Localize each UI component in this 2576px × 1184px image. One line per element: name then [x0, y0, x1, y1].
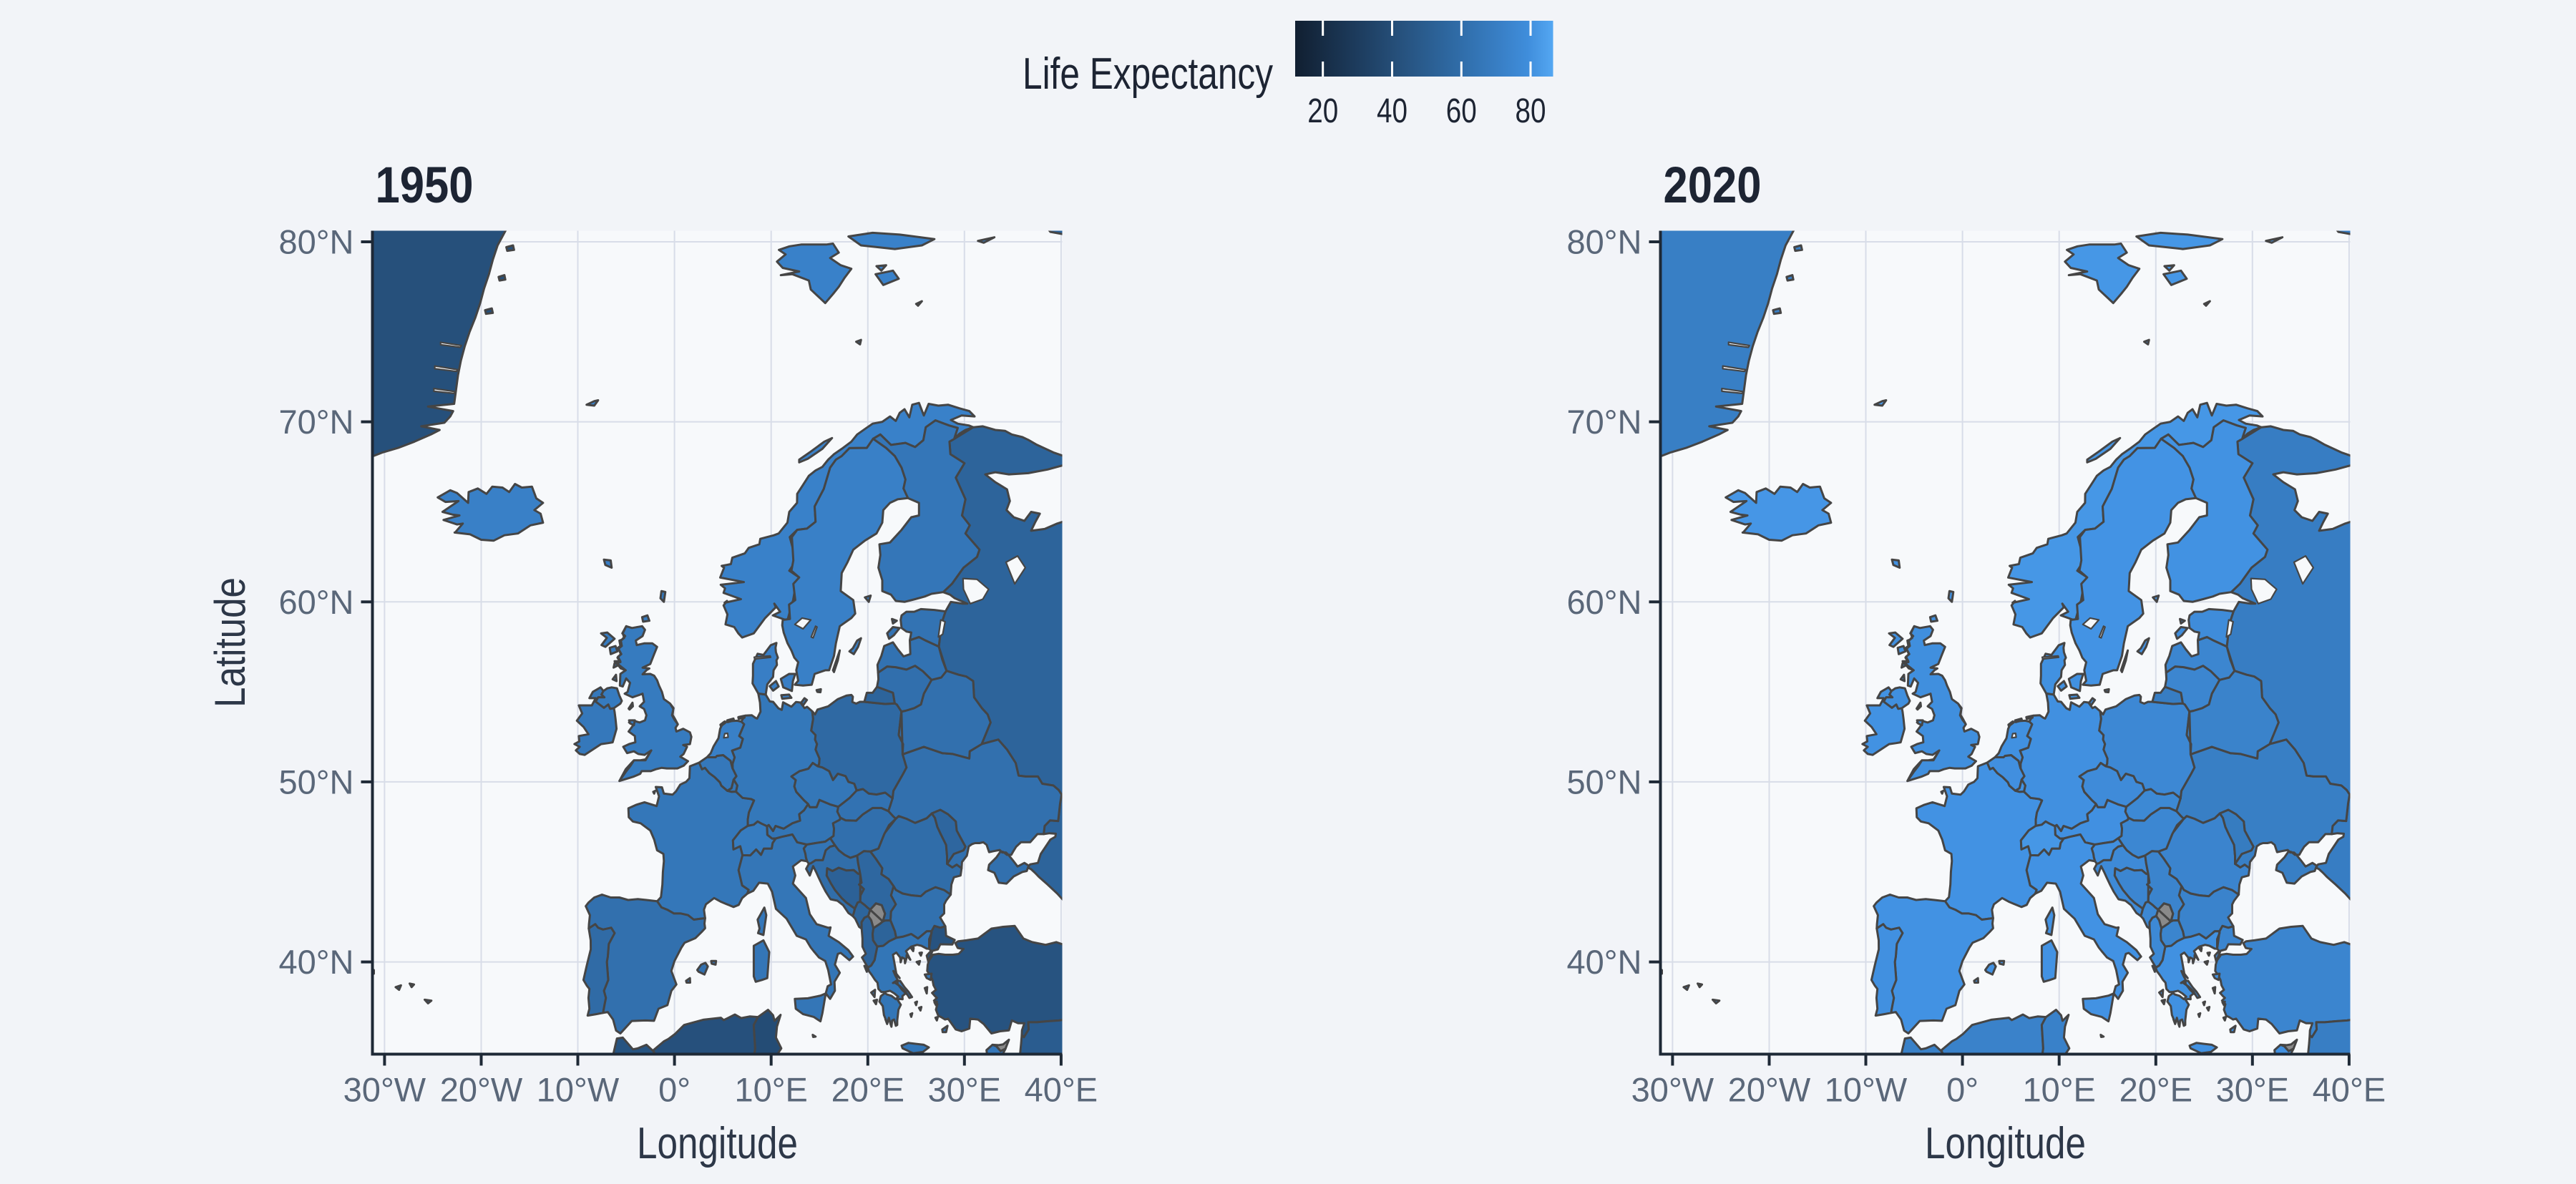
svg-text:30°W: 30°W	[1631, 1071, 1714, 1109]
svg-text:30°E: 30°E	[2216, 1071, 2289, 1109]
svg-text:20°E: 20°E	[831, 1071, 904, 1109]
svg-text:10°E: 10°E	[2022, 1071, 2095, 1109]
svg-text:60°N: 60°N	[278, 583, 353, 621]
svg-text:0°: 0°	[1946, 1071, 1979, 1109]
svg-text:0°: 0°	[658, 1071, 691, 1109]
svg-text:40°N: 40°N	[1566, 943, 1641, 981]
svg-text:80°N: 80°N	[278, 223, 353, 261]
svg-text:10°E: 10°E	[734, 1071, 807, 1109]
svg-text:20°E: 20°E	[2119, 1071, 2192, 1109]
svg-text:40°E: 40°E	[1025, 1071, 1098, 1109]
svg-text:Longitude: Longitude	[1925, 1119, 2086, 1168]
svg-text:80°N: 80°N	[1566, 223, 1641, 261]
svg-text:40°E: 40°E	[2313, 1071, 2386, 1109]
svg-text:50°N: 50°N	[1566, 763, 1641, 801]
svg-text:10°W: 10°W	[1825, 1071, 1908, 1109]
svg-text:2020: 2020	[1664, 157, 1762, 214]
svg-text:Latitude: Latitude	[206, 577, 254, 708]
svg-text:80: 80	[1516, 92, 1546, 130]
svg-text:70°N: 70°N	[1566, 403, 1641, 441]
svg-text:10°W: 10°W	[537, 1071, 620, 1109]
svg-text:70°N: 70°N	[278, 403, 353, 441]
svg-text:60: 60	[1446, 92, 1477, 130]
svg-text:Life Expectancy: Life Expectancy	[1023, 49, 1273, 99]
svg-text:50°N: 50°N	[278, 763, 353, 801]
svg-text:40°N: 40°N	[278, 943, 353, 981]
svg-text:40: 40	[1377, 92, 1407, 130]
svg-text:30°W: 30°W	[343, 1071, 426, 1109]
svg-text:60°N: 60°N	[1566, 583, 1641, 621]
svg-text:20: 20	[1307, 92, 1338, 130]
svg-text:20°W: 20°W	[440, 1071, 523, 1109]
svg-text:30°E: 30°E	[928, 1071, 1001, 1109]
svg-text:20°W: 20°W	[1728, 1071, 1811, 1109]
svg-text:1950: 1950	[376, 157, 474, 214]
svg-text:Longitude: Longitude	[637, 1119, 798, 1168]
